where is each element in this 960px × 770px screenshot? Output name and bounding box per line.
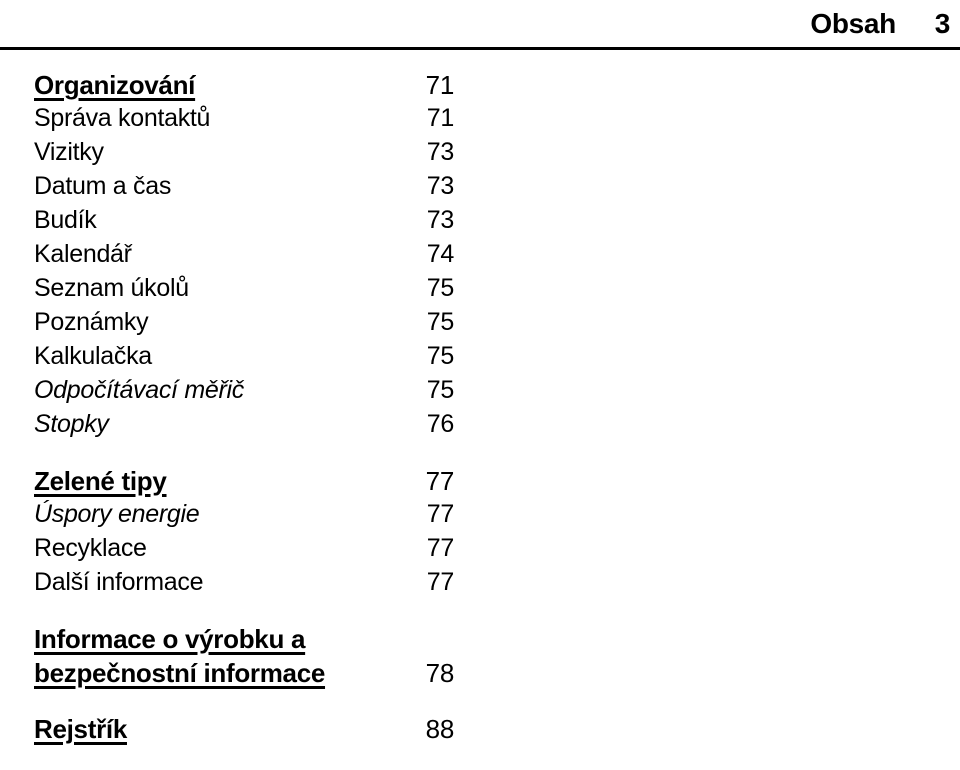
- toc-item-page: 73: [414, 172, 454, 201]
- toc-item-page: 75: [414, 342, 454, 371]
- toc-section-title: Organizování: [34, 70, 195, 101]
- toc-item-label: Úspory energie: [34, 500, 199, 529]
- toc-item-row: Recyklace 77: [34, 534, 454, 568]
- toc-item-page: 75: [414, 274, 454, 303]
- page-header: Obsah 3: [0, 8, 960, 50]
- toc-item-page: 75: [414, 308, 454, 337]
- toc-item-page: 76: [414, 410, 454, 439]
- toc-item-row: Seznam úkolů 75: [34, 274, 454, 308]
- toc-item-label: Recyklace: [34, 534, 147, 563]
- toc-item-label: Datum a čas: [34, 172, 171, 201]
- toc-item-row: Datum a čas 73: [34, 172, 454, 206]
- toc-section-heading-row: bezpečnostní informace 78: [34, 658, 454, 692]
- toc-item-page: 77: [414, 568, 454, 597]
- toc-section-heading-row: Organizování 71: [34, 70, 454, 104]
- toc-item-label: Vizitky: [34, 138, 104, 167]
- header-page-number: 3: [935, 8, 950, 40]
- toc-item-label: Seznam úkolů: [34, 274, 189, 303]
- toc-item-label: Stopky: [34, 410, 109, 439]
- toc-section-page: 77: [414, 466, 454, 497]
- toc-item-label: Odpočítávací měřič: [34, 376, 244, 405]
- toc-section: Informace o výrobku a bezpečnostní infor…: [34, 624, 454, 692]
- toc-item-label: Budík: [34, 206, 96, 235]
- toc-item-label: Další informace: [34, 568, 203, 597]
- toc-item-row: Další informace 77: [34, 568, 454, 602]
- toc-item-page: 75: [414, 376, 454, 405]
- toc-item-page: 74: [414, 240, 454, 269]
- header-title: Obsah: [810, 8, 896, 40]
- toc-item-row: Správa kontaktů 71: [34, 104, 454, 138]
- toc-item-page: 73: [414, 206, 454, 235]
- toc-item-page: 71: [414, 104, 454, 133]
- toc-section-heading-row: Zelené tipy 77: [34, 466, 454, 500]
- toc-section: Zelené tipy 77 Úspory energie 77 Recyklac…: [34, 466, 454, 602]
- toc-section-page: 78: [414, 658, 454, 689]
- toc-section-title-line1: Informace o výrobku a: [34, 624, 305, 655]
- toc-item-row: Úspory energie 77: [34, 500, 454, 534]
- toc-item-label: Správa kontaktů: [34, 104, 210, 133]
- toc-section: Organizování 71 Správa kontaktů 71 Vizitk…: [34, 70, 454, 444]
- page: Obsah 3 Organizování 71 Správa kontaktů 7…: [0, 0, 960, 715]
- toc-item-row: Kalendář 74: [34, 240, 454, 274]
- toc-item-row: Poznámky 75: [34, 308, 454, 342]
- toc-item-row: Vizitky 73: [34, 138, 454, 172]
- toc-section-heading-row: Informace o výrobku a: [34, 624, 454, 658]
- toc-item-label: Poznámky: [34, 308, 148, 337]
- toc-item-label: Kalendář: [34, 240, 132, 269]
- toc-content: Organizování 71 Správa kontaktů 71 Vizitk…: [34, 70, 454, 770]
- toc-section-title: Rejstřík: [34, 714, 127, 745]
- toc-item-page: 77: [414, 500, 454, 529]
- toc-section: Rejstřík 88: [34, 714, 454, 748]
- toc-section-page: 88: [414, 714, 454, 745]
- toc-section-heading-row: Rejstřík 88: [34, 714, 454, 748]
- toc-item-label: Kalkulačka: [34, 342, 152, 371]
- toc-item-row: Odpočítávací měřič 75: [34, 376, 454, 410]
- toc-section-title: Zelené tipy: [34, 466, 167, 497]
- toc-section-page: 71: [414, 70, 454, 101]
- toc-item-page: 77: [414, 534, 454, 563]
- toc-item-page: 73: [414, 138, 454, 167]
- toc-item-row: Kalkulačka 75: [34, 342, 454, 376]
- toc-item-row: Budík 73: [34, 206, 454, 240]
- toc-item-row: Stopky 76: [34, 410, 454, 444]
- toc-section-title-line2: bezpečnostní informace: [34, 658, 325, 689]
